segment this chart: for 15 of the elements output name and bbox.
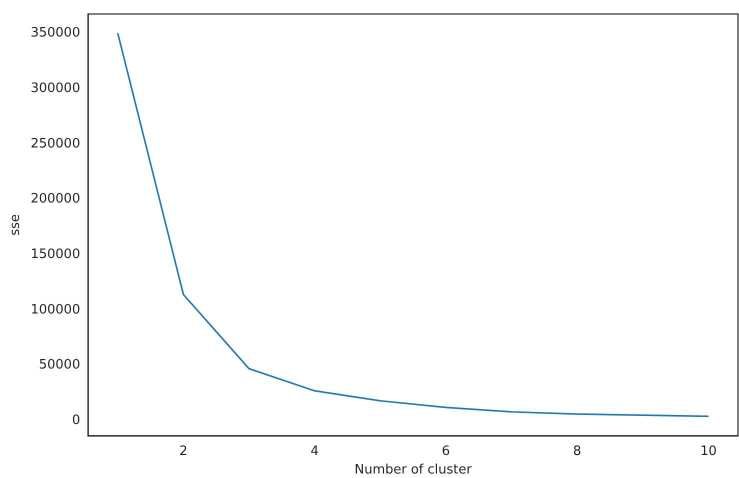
x-axis-title: Number of cluster xyxy=(354,462,472,478)
y-tick-label: 300000 xyxy=(30,80,80,96)
y-tick-label: 0 xyxy=(72,413,80,428)
y-tick-label: 350000 xyxy=(30,26,80,41)
y-tick-label: 250000 xyxy=(30,136,80,152)
x-tick-label: 6 xyxy=(442,444,450,459)
y-tick-label: 200000 xyxy=(30,192,80,207)
y-tick-label: 50000 xyxy=(38,358,80,373)
y-tick-label: 100000 xyxy=(30,302,80,318)
x-tick-label: 4 xyxy=(310,444,319,459)
x-tick-label: 8 xyxy=(573,444,582,459)
x-tick-label: 10 xyxy=(700,444,717,459)
y-tick-label: 150000 xyxy=(30,247,80,262)
x-tick-label: 2 xyxy=(179,444,188,459)
y-axis-title: sse xyxy=(8,214,24,236)
